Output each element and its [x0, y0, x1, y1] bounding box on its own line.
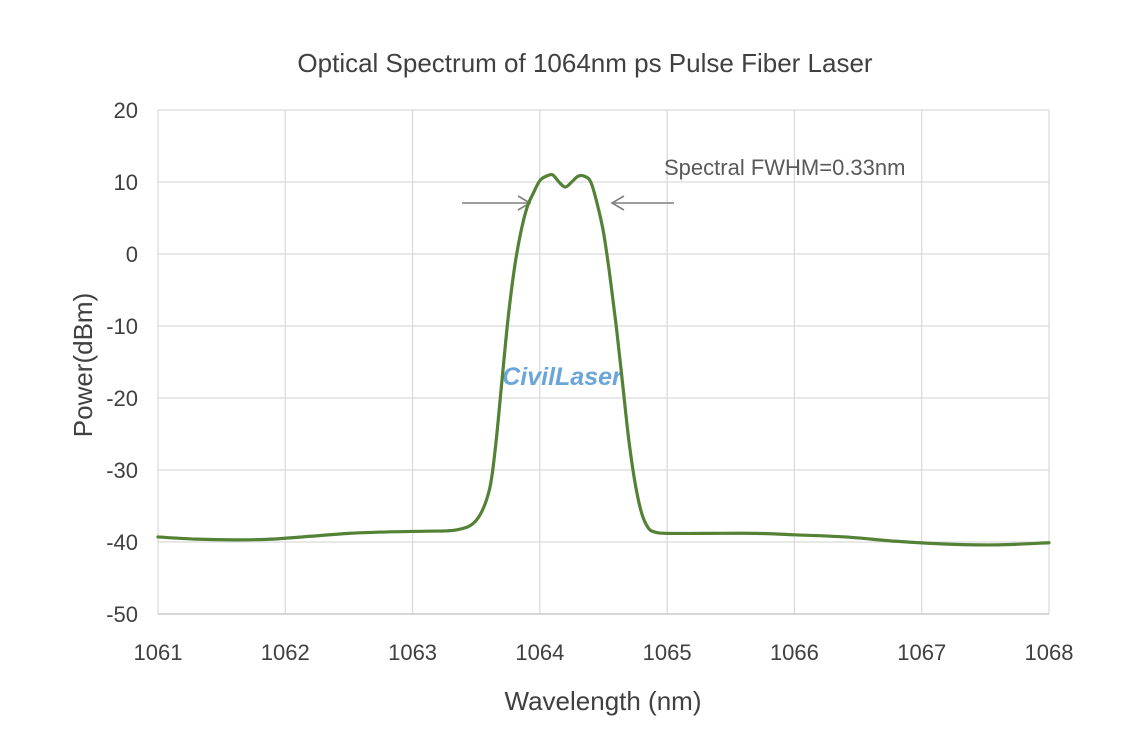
x-tick-label: 1066 [770, 640, 819, 665]
y-axis-ticks: 20 10 0 -10 -20 -30 -40 -50 [106, 98, 138, 627]
fwhm-annotation: Spectral FWHM=0.33nm [664, 155, 905, 180]
x-tick-label: 1064 [515, 640, 564, 665]
y-tick-label: 20 [114, 98, 138, 123]
y-tick-label: 0 [126, 242, 138, 267]
x-tick-label: 1061 [134, 640, 183, 665]
x-tick-label: 1068 [1025, 640, 1074, 665]
x-tick-label: 1063 [388, 640, 437, 665]
y-tick-label: 10 [114, 170, 138, 195]
fwhm-arrows [462, 195, 674, 211]
x-axis-label: Wavelength (nm) [505, 686, 702, 716]
x-axis-ticks: 1061 1062 1063 1064 1065 1066 1067 1068 [134, 640, 1074, 665]
x-tick-label: 1067 [897, 640, 946, 665]
y-tick-label: -50 [106, 602, 138, 627]
y-tick-label: -20 [106, 386, 138, 411]
x-tick-label: 1062 [261, 640, 310, 665]
y-tick-label: -30 [106, 458, 138, 483]
y-tick-label: -10 [106, 314, 138, 339]
x-tick-label: 1065 [643, 640, 692, 665]
spectrum-series-line [156, 172, 1051, 547]
watermark-logo: CivilLaser [502, 363, 623, 391]
gridlines [157, 109, 1050, 615]
y-tick-label: -40 [106, 530, 138, 555]
fwhm-right-arrow-head [610, 195, 625, 211]
chart-title: Optical Spectrum of 1064nm ps Pulse Fibe… [297, 48, 873, 78]
y-axis-label: Power(dBm) [68, 293, 98, 437]
